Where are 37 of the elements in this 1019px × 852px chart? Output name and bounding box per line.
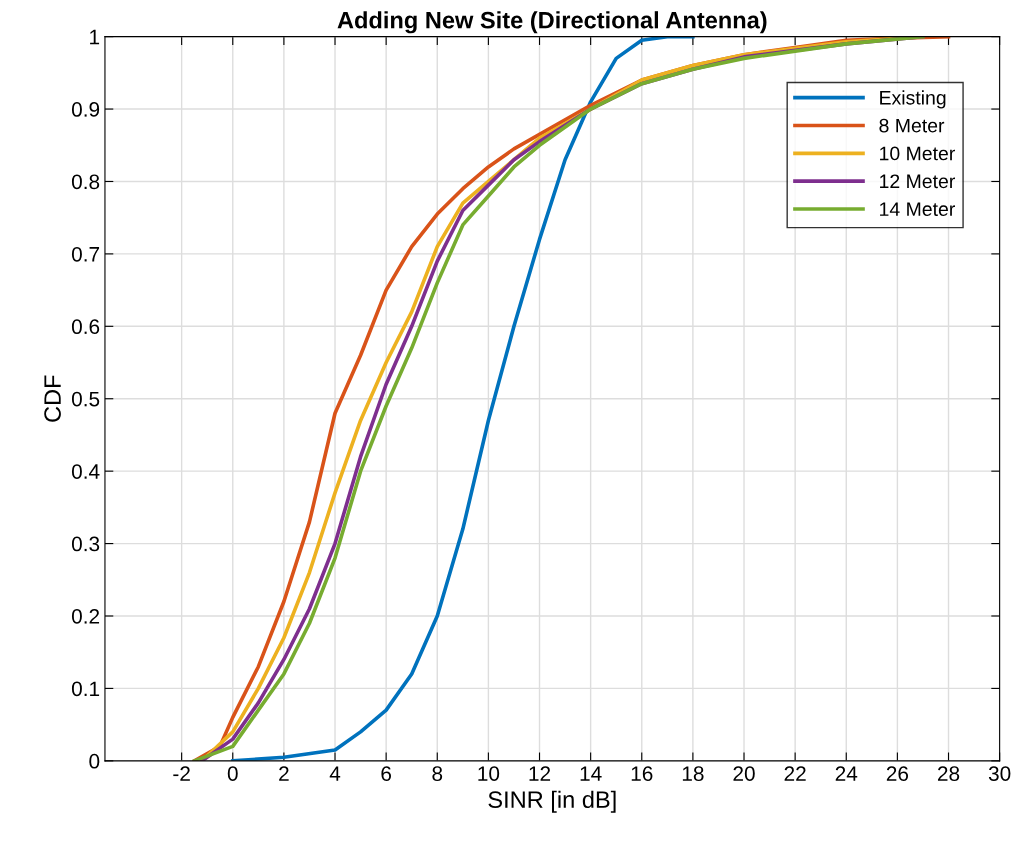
legend-label: 12 Meter xyxy=(880,174,955,189)
x-tick-label: 4 xyxy=(329,766,341,781)
y-tick-label: 0.9 xyxy=(71,102,100,117)
y-tick-label: 0.5 xyxy=(71,391,100,407)
x-tick-label: 12 xyxy=(529,766,551,781)
x-tick-label: -2 xyxy=(173,766,190,781)
x-tick-label: 14 xyxy=(580,766,602,781)
y-tick-label: 0.3 xyxy=(71,536,100,552)
y-tick-label: 1 xyxy=(90,29,100,45)
legend-label: 10 Meter xyxy=(880,146,955,161)
x-tick-label: 30 xyxy=(988,766,1011,781)
line-series xyxy=(230,36,695,761)
x-tick-label: 16 xyxy=(631,766,653,781)
x-tick-label: 6 xyxy=(381,766,392,781)
x-tick-label: 0 xyxy=(227,766,238,781)
y-axis-title: CDF xyxy=(44,375,61,422)
x-tick-label: 26 xyxy=(886,766,909,781)
chart-title: Adding New Site (Directional Antenna) xyxy=(337,11,767,34)
x-tick-label: 22 xyxy=(784,766,806,781)
y-tick-label: 0.7 xyxy=(71,246,100,262)
legend-label: 14 Meter xyxy=(880,202,955,217)
y-tick-label: 0 xyxy=(89,753,100,769)
y-tick-label: 0.2 xyxy=(71,609,100,624)
x-tick-label: 2 xyxy=(279,766,289,781)
x-tick-label: 10 xyxy=(478,766,500,781)
y-tick-label: 0.8 xyxy=(71,174,100,190)
legend-label: Existing xyxy=(880,90,946,109)
y-tick-label: 0.1 xyxy=(71,681,100,697)
x-tick-label: 28 xyxy=(937,766,960,781)
x-tick-label: 24 xyxy=(835,766,858,781)
x-tick-label: 8 xyxy=(432,766,443,781)
x-axis-title: SINR [in dB] xyxy=(488,790,616,813)
legend-label: 8 Meter xyxy=(879,118,945,133)
y-tick-label: 0.6 xyxy=(71,319,100,335)
x-tick-label: 18 xyxy=(682,766,704,781)
y-tick-label: 0.4 xyxy=(71,464,100,479)
x-tick-label: 20 xyxy=(733,766,755,781)
